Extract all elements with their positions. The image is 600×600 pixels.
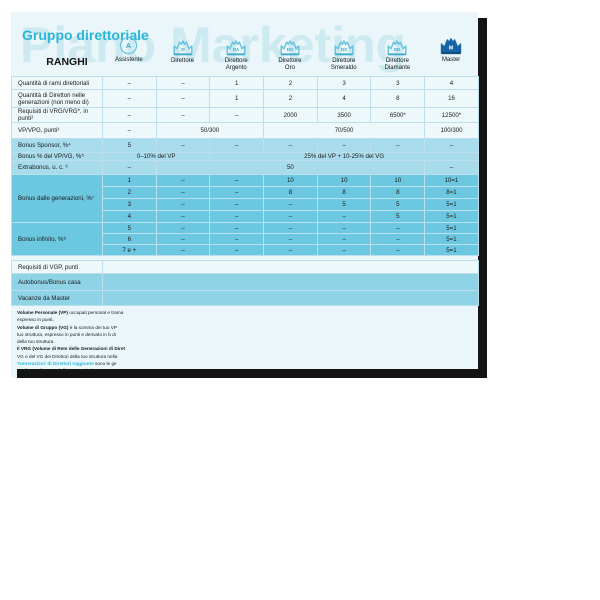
- svg-text:DA: DA: [233, 47, 240, 52]
- svg-text:A: A: [126, 42, 131, 50]
- svg-text:DO: DO: [287, 47, 294, 52]
- svg-text:DS: DS: [341, 47, 347, 52]
- svg-text:M: M: [449, 45, 454, 51]
- svg-text:D: D: [181, 47, 185, 53]
- svg-text:DD: DD: [394, 47, 400, 52]
